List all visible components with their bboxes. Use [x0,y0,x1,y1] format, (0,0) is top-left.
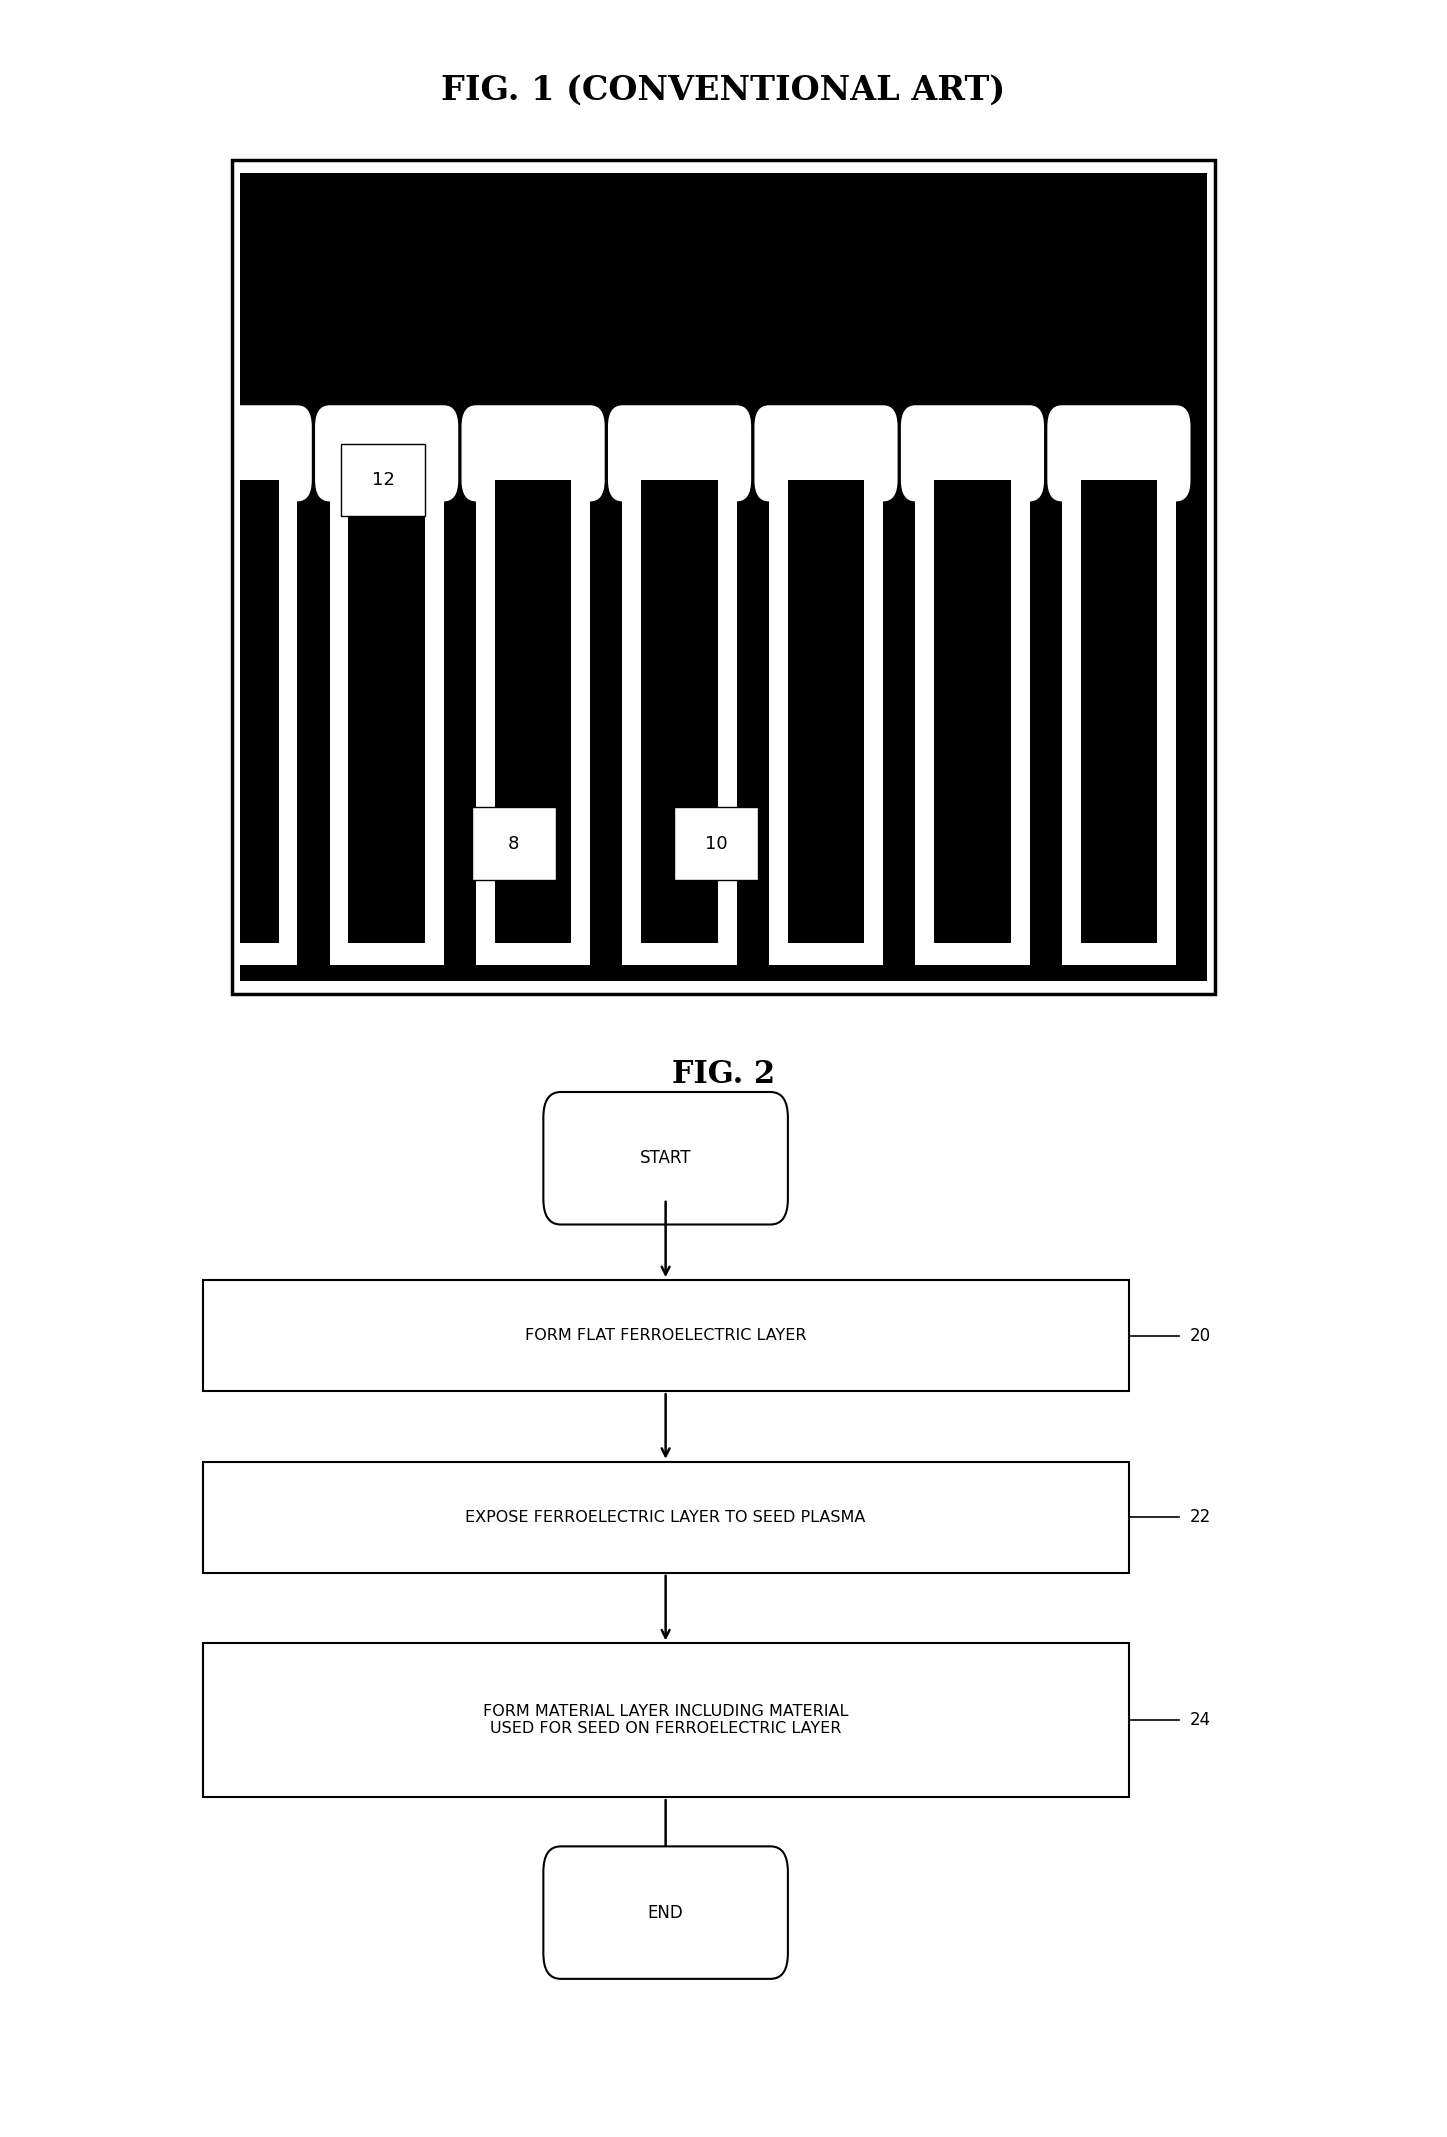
FancyBboxPatch shape [203,1280,1129,1391]
Text: FIG. 2: FIG. 2 [671,1060,776,1090]
FancyBboxPatch shape [330,942,444,964]
FancyBboxPatch shape [935,481,1011,942]
FancyBboxPatch shape [184,942,297,964]
FancyBboxPatch shape [718,481,737,964]
Text: 22: 22 [1189,1509,1211,1526]
FancyBboxPatch shape [330,481,349,964]
FancyBboxPatch shape [425,481,444,964]
FancyBboxPatch shape [240,173,1207,981]
FancyBboxPatch shape [916,942,1030,964]
Text: 12: 12 [372,470,395,489]
Text: FIG. 1 (CONVENTIONAL ART): FIG. 1 (CONVENTIONAL ART) [441,73,1006,107]
FancyBboxPatch shape [169,406,311,502]
FancyBboxPatch shape [462,406,605,502]
FancyBboxPatch shape [543,1092,787,1225]
FancyBboxPatch shape [1062,481,1081,964]
FancyBboxPatch shape [341,444,425,517]
FancyBboxPatch shape [278,481,297,964]
FancyBboxPatch shape [916,481,935,964]
FancyBboxPatch shape [608,406,751,502]
Text: FORM FLAT FERROELECTRIC LAYER: FORM FLAT FERROELECTRIC LAYER [525,1327,806,1344]
FancyBboxPatch shape [787,481,864,942]
FancyBboxPatch shape [349,481,425,942]
FancyBboxPatch shape [622,942,737,964]
FancyBboxPatch shape [495,481,572,942]
Text: 24: 24 [1189,1712,1211,1729]
FancyBboxPatch shape [901,406,1045,502]
FancyBboxPatch shape [543,1846,787,1979]
FancyBboxPatch shape [1062,942,1176,964]
FancyBboxPatch shape [476,942,590,964]
Text: EXPOSE FERROELECTRIC LAYER TO SEED PLASMA: EXPOSE FERROELECTRIC LAYER TO SEED PLASM… [466,1509,865,1526]
FancyBboxPatch shape [1081,481,1158,942]
FancyBboxPatch shape [476,481,495,964]
Text: 20: 20 [1189,1327,1211,1344]
Text: END: END [648,1904,683,1921]
FancyBboxPatch shape [674,808,758,880]
FancyBboxPatch shape [768,481,787,964]
Text: 8: 8 [508,836,519,853]
FancyBboxPatch shape [232,160,1215,994]
FancyBboxPatch shape [1011,481,1030,964]
FancyBboxPatch shape [203,1643,1129,1797]
FancyBboxPatch shape [768,942,883,964]
FancyBboxPatch shape [203,481,278,942]
FancyBboxPatch shape [1158,481,1176,964]
FancyBboxPatch shape [572,481,590,964]
FancyBboxPatch shape [203,1462,1129,1573]
Text: START: START [640,1150,692,1167]
FancyBboxPatch shape [864,481,883,964]
FancyBboxPatch shape [472,808,556,880]
FancyBboxPatch shape [184,481,203,964]
Text: FORM MATERIAL LAYER INCLUDING MATERIAL
USED FOR SEED ON FERROELECTRIC LAYER: FORM MATERIAL LAYER INCLUDING MATERIAL U… [483,1703,848,1737]
FancyBboxPatch shape [315,406,459,502]
FancyBboxPatch shape [1048,406,1191,502]
Text: 10: 10 [705,836,728,853]
FancyBboxPatch shape [641,481,718,942]
FancyBboxPatch shape [754,406,897,502]
FancyBboxPatch shape [622,481,641,964]
